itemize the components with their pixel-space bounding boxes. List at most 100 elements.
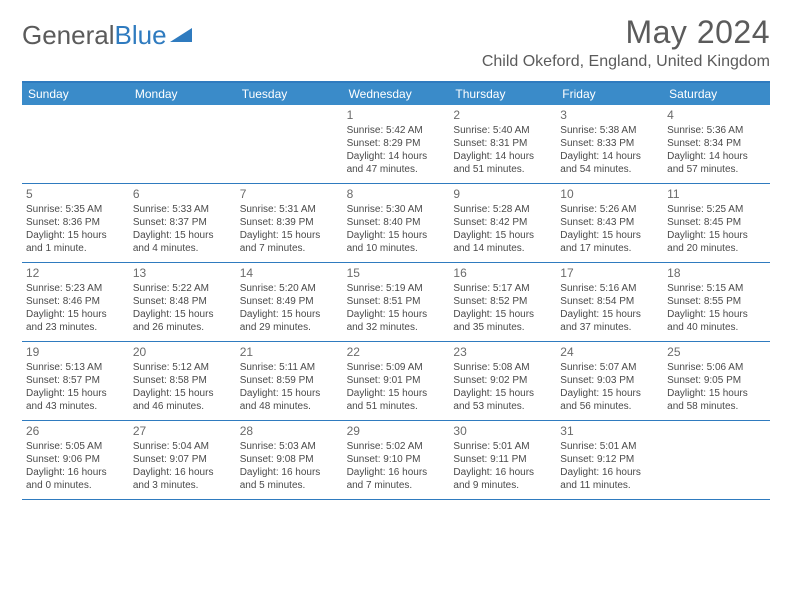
daylight-line: Daylight: 15 hours and 58 minutes. bbox=[667, 388, 766, 414]
day-cell: 25 Sunrise: 5:06 AMSunset: 9:05 PMDayligh… bbox=[663, 342, 770, 420]
day-number: 9 bbox=[453, 187, 552, 202]
daylight-line: Daylight: 16 hours and 5 minutes. bbox=[240, 467, 339, 493]
day-number: 13 bbox=[133, 266, 232, 281]
day-cell: 7Sunrise: 5:31 AMSunset: 8:39 PMDaylight… bbox=[236, 184, 343, 262]
sunset-line: Sunset: 9:01 PM bbox=[347, 375, 446, 388]
daylight-line: Daylight: 15 hours and 7 minutes. bbox=[240, 230, 339, 256]
day-number: 30 bbox=[453, 424, 552, 439]
sunrise-line: Sunrise: 5:38 AM bbox=[560, 125, 659, 138]
day-number: 18 bbox=[667, 266, 766, 281]
daylight-line: Daylight: 15 hours and 51 minutes. bbox=[347, 388, 446, 414]
daylight-line: Daylight: 15 hours and 14 minutes. bbox=[453, 230, 552, 256]
weekday-label: Monday bbox=[129, 83, 236, 105]
day-number: 8 bbox=[347, 187, 446, 202]
daylight-line: Daylight: 15 hours and 53 minutes. bbox=[453, 388, 552, 414]
daylight-line: Daylight: 16 hours and 11 minutes. bbox=[560, 467, 659, 493]
day-number: 10 bbox=[560, 187, 659, 202]
daylight-line: Daylight: 14 hours and 47 minutes. bbox=[347, 151, 446, 177]
day-cell: 8Sunrise: 5:30 AMSunset: 8:40 PMDaylight… bbox=[343, 184, 450, 262]
brand-triangle-icon bbox=[170, 26, 192, 42]
sunrise-line: Sunrise: 5:07 AM bbox=[560, 362, 659, 375]
sunrise-line: Sunrise: 5:15 AM bbox=[667, 283, 766, 296]
daylight-line: Daylight: 15 hours and 40 minutes. bbox=[667, 309, 766, 335]
day-cell: 12Sunrise: 5:23 AMSunset: 8:46 PMDayligh… bbox=[22, 263, 129, 341]
sunrise-line: Sunrise: 5:22 AM bbox=[133, 283, 232, 296]
day-cell: 6Sunrise: 5:33 AMSunset: 8:37 PMDaylight… bbox=[129, 184, 236, 262]
sunset-line: Sunset: 9:06 PM bbox=[26, 454, 125, 467]
day-cell: 20 Sunrise: 5:12 AMSunset: 8:58 PMDayligh… bbox=[129, 342, 236, 420]
sunrise-line: Sunrise: 5:08 AM bbox=[453, 362, 552, 375]
sunset-line: Sunset: 8:45 PM bbox=[667, 217, 766, 230]
day-cell bbox=[129, 105, 236, 183]
sunrise-line: Sunrise: 5:36 AM bbox=[667, 125, 766, 138]
sunrise-line: Sunrise: 5:35 AM bbox=[26, 204, 125, 217]
day-number: 20 bbox=[133, 345, 232, 360]
week-row: 12Sunrise: 5:23 AMSunset: 8:46 PMDayligh… bbox=[22, 263, 770, 342]
daylight-line: Daylight: 15 hours and 4 minutes. bbox=[133, 230, 232, 256]
sunset-line: Sunset: 8:34 PM bbox=[667, 138, 766, 151]
brand-logo: GeneralBlue bbox=[22, 20, 192, 51]
day-number: 22 bbox=[347, 345, 446, 360]
weekday-label: Friday bbox=[556, 83, 663, 105]
day-number: 27 bbox=[133, 424, 232, 439]
sunset-line: Sunset: 8:59 PM bbox=[240, 375, 339, 388]
sunrise-line: Sunrise: 5:01 AM bbox=[453, 441, 552, 454]
sunset-line: Sunset: 8:40 PM bbox=[347, 217, 446, 230]
day-cell: 3Sunrise: 5:38 AMSunset: 8:33 PMDaylight… bbox=[556, 105, 663, 183]
sunset-line: Sunset: 9:02 PM bbox=[453, 375, 552, 388]
day-cell: 10Sunrise: 5:26 AMSunset: 8:43 PMDayligh… bbox=[556, 184, 663, 262]
day-number: 26 bbox=[26, 424, 125, 439]
sunset-line: Sunset: 8:51 PM bbox=[347, 296, 446, 309]
day-cell: 13Sunrise: 5:22 AMSunset: 8:48 PMDayligh… bbox=[129, 263, 236, 341]
sunset-line: Sunset: 8:36 PM bbox=[26, 217, 125, 230]
day-cell bbox=[22, 105, 129, 183]
sunset-line: Sunset: 9:05 PM bbox=[667, 375, 766, 388]
daylight-line: Daylight: 15 hours and 20 minutes. bbox=[667, 230, 766, 256]
sunrise-line: Sunrise: 5:31 AM bbox=[240, 204, 339, 217]
day-number: 16 bbox=[453, 266, 552, 281]
sunset-line: Sunset: 8:37 PM bbox=[133, 217, 232, 230]
sunrise-line: Sunrise: 5:25 AM bbox=[667, 204, 766, 217]
day-cell: 9Sunrise: 5:28 AMSunset: 8:42 PMDaylight… bbox=[449, 184, 556, 262]
daylight-line: Daylight: 15 hours and 29 minutes. bbox=[240, 309, 339, 335]
day-cell: 23Sunrise: 5:08 AMSunset: 9:02 PMDayligh… bbox=[449, 342, 556, 420]
sunrise-line: Sunrise: 5:06 AM bbox=[667, 362, 766, 375]
sunset-line: Sunset: 8:58 PM bbox=[133, 375, 232, 388]
week-row: 5Sunrise: 5:35 AMSunset: 8:36 PMDaylight… bbox=[22, 184, 770, 263]
day-cell: 22Sunrise: 5:09 AMSunset: 9:01 PMDayligh… bbox=[343, 342, 450, 420]
sunset-line: Sunset: 8:39 PM bbox=[240, 217, 339, 230]
daylight-line: Daylight: 15 hours and 32 minutes. bbox=[347, 309, 446, 335]
day-cell: 15Sunrise: 5:19 AMSunset: 8:51 PMDayligh… bbox=[343, 263, 450, 341]
sunset-line: Sunset: 8:49 PM bbox=[240, 296, 339, 309]
sunset-line: Sunset: 8:29 PM bbox=[347, 138, 446, 151]
daylight-line: Daylight: 16 hours and 3 minutes. bbox=[133, 467, 232, 493]
daylight-line: Daylight: 15 hours and 1 minute. bbox=[26, 230, 125, 256]
sunset-line: Sunset: 8:31 PM bbox=[453, 138, 552, 151]
sunrise-line: Sunrise: 5:40 AM bbox=[453, 125, 552, 138]
day-cell: 2Sunrise: 5:40 AMSunset: 8:31 PMDaylight… bbox=[449, 105, 556, 183]
day-number: 21 bbox=[240, 345, 339, 360]
daylight-line: Daylight: 15 hours and 37 minutes. bbox=[560, 309, 659, 335]
day-cell: 17Sunrise: 5:16 AMSunset: 8:54 PMDayligh… bbox=[556, 263, 663, 341]
sunset-line: Sunset: 8:57 PM bbox=[26, 375, 125, 388]
sunrise-line: Sunrise: 5:42 AM bbox=[347, 125, 446, 138]
sunrise-line: Sunrise: 5:20 AM bbox=[240, 283, 339, 296]
sunrise-line: Sunrise: 5:30 AM bbox=[347, 204, 446, 217]
day-cell: 4Sunrise: 5:36 AMSunset: 8:34 PMDaylight… bbox=[663, 105, 770, 183]
calendar-grid: Sunday Monday Tuesday Wednesday Thursday… bbox=[22, 81, 770, 500]
day-cell bbox=[236, 105, 343, 183]
day-cell: 14Sunrise: 5:20 AMSunset: 8:49 PMDayligh… bbox=[236, 263, 343, 341]
day-cell: 29Sunrise: 5:02 AMSunset: 9:10 PMDayligh… bbox=[343, 421, 450, 499]
daylight-line: Daylight: 15 hours and 56 minutes. bbox=[560, 388, 659, 414]
daylight-line: Daylight: 14 hours and 57 minutes. bbox=[667, 151, 766, 177]
sunset-line: Sunset: 9:08 PM bbox=[240, 454, 339, 467]
daylight-line: Daylight: 16 hours and 9 minutes. bbox=[453, 467, 552, 493]
header: GeneralBlue May 2024 Child Okeford, Engl… bbox=[22, 14, 770, 71]
sunrise-line: Sunrise: 5:12 AM bbox=[133, 362, 232, 375]
day-number: 25 bbox=[667, 345, 766, 360]
sunset-line: Sunset: 8:55 PM bbox=[667, 296, 766, 309]
daylight-line: Daylight: 15 hours and 46 minutes. bbox=[133, 388, 232, 414]
day-cell: 19Sunrise: 5:13 AMSunset: 8:57 PMDayligh… bbox=[22, 342, 129, 420]
daylight-line: Daylight: 15 hours and 43 minutes. bbox=[26, 388, 125, 414]
sunset-line: Sunset: 8:52 PM bbox=[453, 296, 552, 309]
